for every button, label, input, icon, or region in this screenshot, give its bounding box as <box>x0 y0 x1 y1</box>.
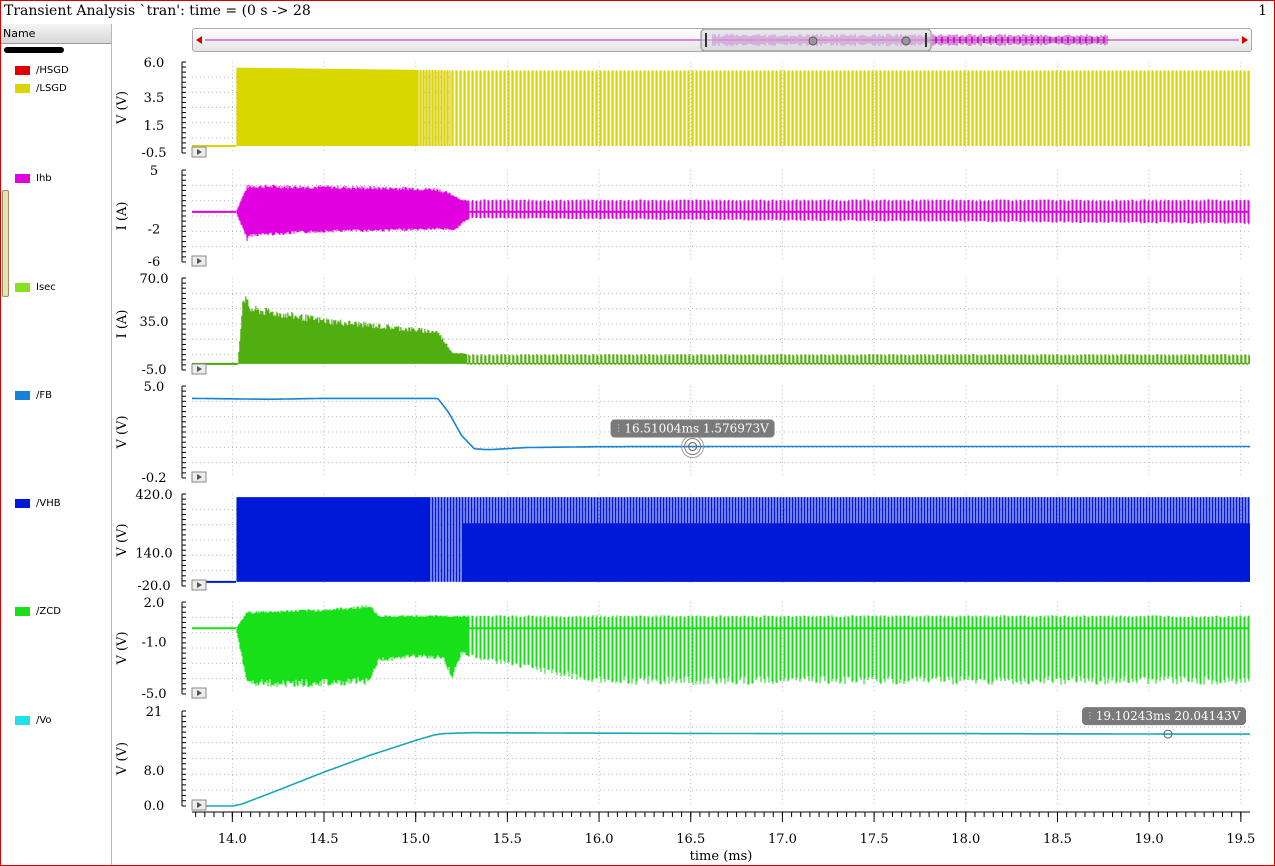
series-zcd[interactable] <box>192 605 1250 688</box>
y-tick-label: 2.0 <box>144 596 165 611</box>
legend-item-zcd[interactable]: /ZCD <box>15 606 61 617</box>
play-icon <box>197 258 202 264</box>
legend-panel: Name /HSGD /LSGD Ihb Isec /FB /VHB /ZCD … <box>1 24 112 865</box>
legend-swatch <box>15 391 30 400</box>
y-axis-label: V (V) <box>115 523 130 557</box>
page-number: 1 <box>1258 3 1267 19</box>
legend-item-hsgd[interactable]: /HSGD <box>15 65 69 76</box>
legend-swatch <box>15 716 30 725</box>
play-icon <box>197 366 202 372</box>
y-tick-label: -2 <box>148 223 161 238</box>
legend-swatch <box>15 607 30 616</box>
y-tick-label: -6 <box>148 255 161 270</box>
legend-item-isec[interactable]: Isec <box>15 282 56 293</box>
y-tick-label: -20.0 <box>137 579 170 594</box>
series-lsgd[interactable] <box>192 67 1250 147</box>
y-tick-label: 3.5 <box>144 91 165 106</box>
legend-label: Ihb <box>36 173 52 184</box>
series-ihb[interactable] <box>192 184 1250 241</box>
legend-swatch <box>15 283 30 292</box>
legend-label: /VHB <box>36 498 61 509</box>
y-tick-label: 5.0 <box>144 380 165 395</box>
scroll-thumb-knob-icon[interactable] <box>901 36 911 46</box>
legend-selection-strip[interactable] <box>2 190 9 297</box>
legend-item-vhb[interactable]: /VHB <box>15 498 61 509</box>
legend-label: /ZCD <box>36 606 61 617</box>
legend-item-lsgd[interactable]: /LSGD <box>15 83 67 94</box>
scroll-left-arrow-icon[interactable] <box>196 36 202 44</box>
y-tick-label: 6.0 <box>144 56 165 71</box>
series-isec[interactable] <box>192 296 1250 365</box>
y-tick-label: -0.2 <box>141 471 166 486</box>
panel-expand-button[interactable] <box>191 579 207 591</box>
y-tick-label: 1.5 <box>144 119 165 134</box>
play-icon <box>197 582 202 588</box>
legend-label: /Vo <box>36 715 52 726</box>
legend-label: /FB <box>36 390 52 401</box>
y-axis-label: V (V) <box>115 91 130 125</box>
panel-isec[interactable]: 70.0 35.0 -5.0 I (A) <box>115 272 1250 378</box>
scroll-right-arrow-icon[interactable] <box>1242 36 1248 44</box>
panel-ihb[interactable]: 5 -2 -6 I (A) <box>115 164 1250 270</box>
window-title: Transient Analysis `tran': time = (0 s -… <box>4 3 311 19</box>
legend-swatch <box>15 66 30 75</box>
y-tick-label: -5.0 <box>141 363 166 378</box>
y-tick-label: -5.0 <box>141 687 166 702</box>
y-axis-label: I (A) <box>115 202 130 231</box>
y-tick-label: -0.5 <box>141 146 166 161</box>
y-axis-label: V (V) <box>115 415 130 449</box>
legend-swatch <box>15 499 30 508</box>
play-icon <box>197 474 202 480</box>
panel-expand-button[interactable] <box>191 363 207 375</box>
panel-expand-button[interactable] <box>191 146 207 158</box>
legend-header[interactable]: Name <box>1 24 111 44</box>
legend-label: Isec <box>36 282 56 293</box>
panel-expand-button[interactable] <box>191 255 207 267</box>
y-axis-label: V (V) <box>115 631 130 665</box>
panel-gd[interactable]: 6.0 3.5 1.5 -0.5 V (V) <box>115 56 1250 161</box>
legend-swatch <box>15 84 30 93</box>
legend-group-bar[interactable] <box>4 47 64 53</box>
panel-expand-button[interactable] <box>191 471 207 483</box>
y-tick-label: 420.0 <box>135 488 172 503</box>
play-icon <box>197 149 202 155</box>
scroll-thumb-knob-icon[interactable] <box>808 36 818 46</box>
y-tick-label: 70.0 <box>140 272 169 287</box>
legend-item-ihb[interactable]: Ihb <box>15 173 52 184</box>
panel-zcd[interactable]: 2.0 -1.0 -5.0 V (V) <box>115 596 1250 702</box>
legend-label: /LSGD <box>36 83 67 94</box>
y-tick-label: -1.0 <box>141 635 166 650</box>
legend-swatch <box>15 174 30 183</box>
legend-item-vo[interactable]: /Vo <box>15 715 52 726</box>
y-tick-label: 35.0 <box>140 315 169 330</box>
y-tick-label: 140.0 <box>135 547 172 562</box>
panel-vhb[interactable]: 420.0 140.0 -20.0 V (V) <box>115 488 1250 594</box>
time-overview-scrollbar[interactable] <box>192 28 1252 52</box>
overview-track <box>196 28 1248 52</box>
series-line <box>192 397 1250 451</box>
legend-label: /HSGD <box>36 65 69 76</box>
y-axis-label: I (A) <box>115 310 130 339</box>
y-tick-label: 5 <box>150 164 158 179</box>
series-fb[interactable] <box>192 397 1250 451</box>
series-vhb[interactable] <box>192 497 1250 583</box>
legend-item-fb[interactable]: /FB <box>15 390 52 401</box>
